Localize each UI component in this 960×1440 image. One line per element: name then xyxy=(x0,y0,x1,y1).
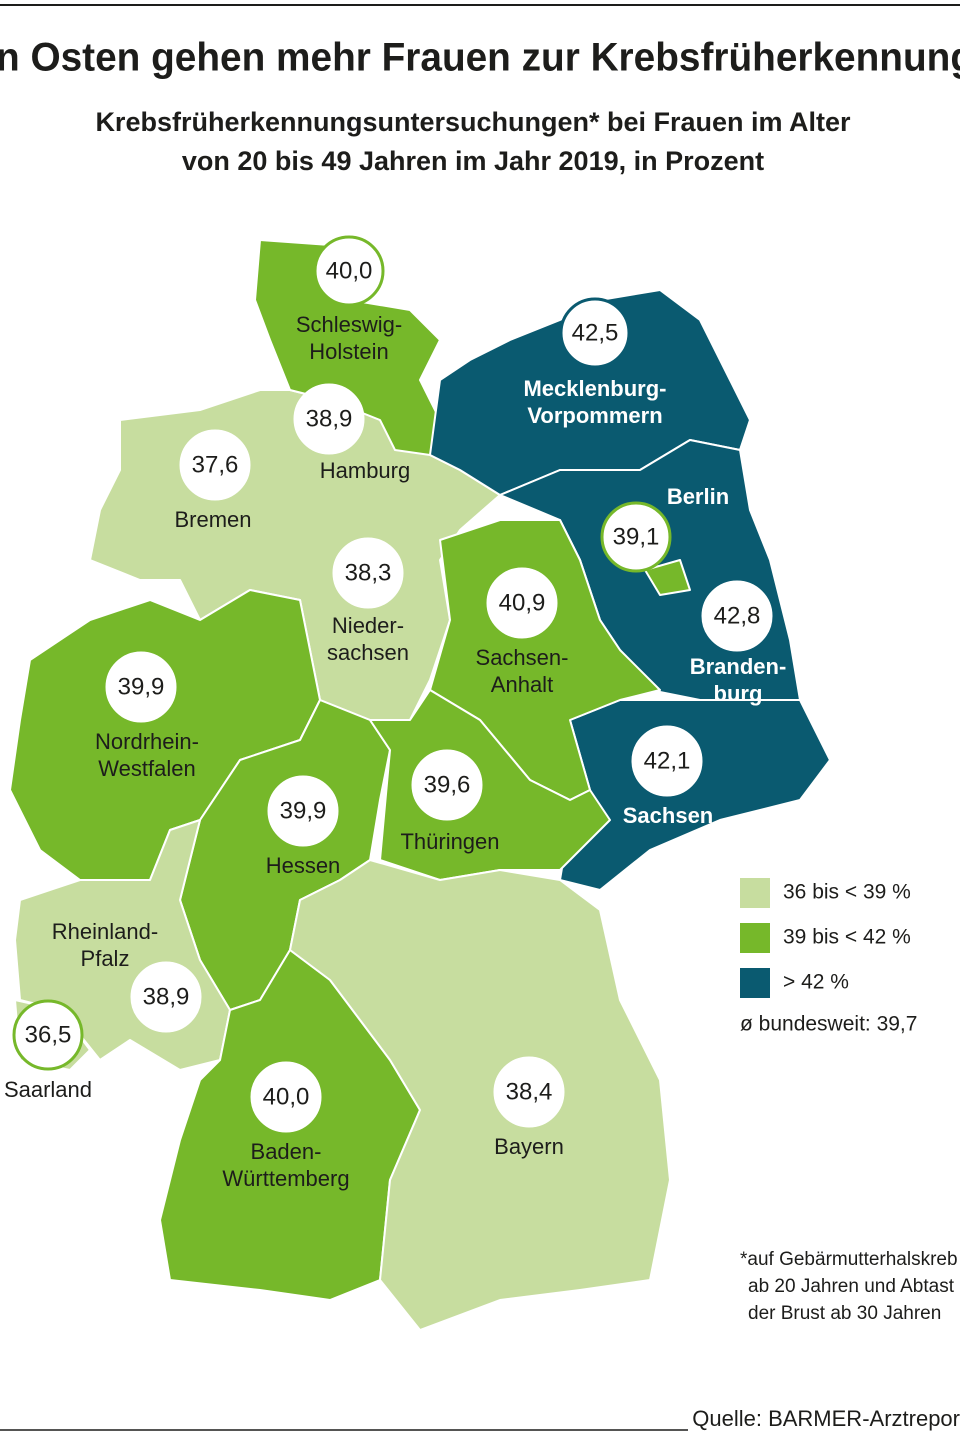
region-name: Branden- xyxy=(690,654,787,679)
value-bubble xyxy=(12,999,84,1071)
region-value: 40,9 xyxy=(499,589,546,616)
legend-swatch xyxy=(740,923,770,953)
region-name: sachsen xyxy=(327,640,409,665)
legend-label: 36 bis < 39 % xyxy=(783,881,911,904)
value-bubble xyxy=(493,1056,565,1128)
region-value: 42,8 xyxy=(714,602,761,629)
value-bubble xyxy=(701,580,773,652)
region-name: Vorpommern xyxy=(527,403,662,428)
value-bubble xyxy=(600,501,672,573)
region-value: 42,5 xyxy=(572,319,619,346)
subtitle: Krebsfrüherkennungsuntersuchungen* bei F… xyxy=(95,107,851,137)
value-bubble xyxy=(559,297,631,369)
region-value: 40,0 xyxy=(326,257,373,284)
value-bubble xyxy=(631,725,703,797)
subtitle: von 20 bis 49 Jahren im Jahr 2019, in Pr… xyxy=(182,146,764,176)
region-name: Anhalt xyxy=(491,672,553,697)
region-name: Berlin xyxy=(667,484,729,509)
region-value: 39,1 xyxy=(613,523,660,550)
region-shape xyxy=(429,289,751,496)
region-name: Hamburg xyxy=(320,458,410,483)
value-bubble xyxy=(267,775,339,847)
legend-swatch xyxy=(740,968,770,998)
region-name: Baden- xyxy=(251,1139,322,1164)
region-name: burg xyxy=(714,681,763,706)
region-name: Rheinland- xyxy=(52,919,158,944)
region-name: Bayern xyxy=(494,1134,564,1159)
legend-label: 39 bis < 42 % xyxy=(783,926,911,949)
region-name: Nieder- xyxy=(332,613,404,638)
region-name: Thüringen xyxy=(400,829,499,854)
region-shape xyxy=(644,559,691,596)
footnote: ab 20 Jahren und Abtast xyxy=(748,1276,955,1297)
value-bubble xyxy=(179,429,251,501)
footnote: der Brust ab 30 Jahren xyxy=(748,1303,941,1324)
region-value: 42,1 xyxy=(644,747,691,774)
region-name: Saarland xyxy=(4,1077,92,1102)
region-shape xyxy=(289,859,671,1331)
region-name: Württemberg xyxy=(222,1166,349,1191)
region-value: 38,4 xyxy=(506,1078,553,1105)
region-name: Holstein xyxy=(309,339,388,364)
source: Quelle: BARMER-Arztrepor xyxy=(692,1406,960,1431)
region-value: 36,5 xyxy=(25,1021,72,1048)
region-name: Bremen xyxy=(174,507,251,532)
region-name: Nordrhein- xyxy=(95,729,199,754)
region-name: Hessen xyxy=(266,853,341,878)
value-bubble xyxy=(293,383,365,455)
region-value: 38,9 xyxy=(143,983,190,1010)
value-bubble xyxy=(313,235,385,307)
region-name: Mecklenburg- xyxy=(523,376,666,401)
value-bubble xyxy=(250,1061,322,1133)
region-name: Sachsen- xyxy=(476,645,569,670)
region-value: 39,6 xyxy=(424,771,471,798)
footnote: *auf Gebärmutterhalskreb xyxy=(740,1249,958,1270)
value-bubble xyxy=(105,651,177,723)
value-bubble xyxy=(130,961,202,1033)
value-bubble xyxy=(332,537,404,609)
region-value: 39,9 xyxy=(118,673,165,700)
legend-label: > 42 % xyxy=(783,971,849,994)
region-value: 39,9 xyxy=(280,797,327,824)
region-shape xyxy=(369,689,611,881)
region-value: 38,3 xyxy=(345,559,392,586)
region-value: 40,0 xyxy=(263,1083,310,1110)
region-name: Pfalz xyxy=(81,946,130,971)
legend-swatch xyxy=(740,878,770,908)
region-name: Schleswig- xyxy=(296,312,402,337)
region-value: 37,6 xyxy=(192,451,239,478)
region-name: Sachsen xyxy=(623,803,714,828)
region-name: Westfalen xyxy=(98,756,195,781)
average: ø bundesweit: 39,7 xyxy=(740,1013,917,1036)
value-bubble xyxy=(411,749,483,821)
region-value: 38,9 xyxy=(306,405,353,432)
value-bubble xyxy=(486,567,558,639)
region-shape xyxy=(559,699,831,891)
title: n Osten gehen mehr Frauen zur Krebsfrühe… xyxy=(0,36,960,80)
